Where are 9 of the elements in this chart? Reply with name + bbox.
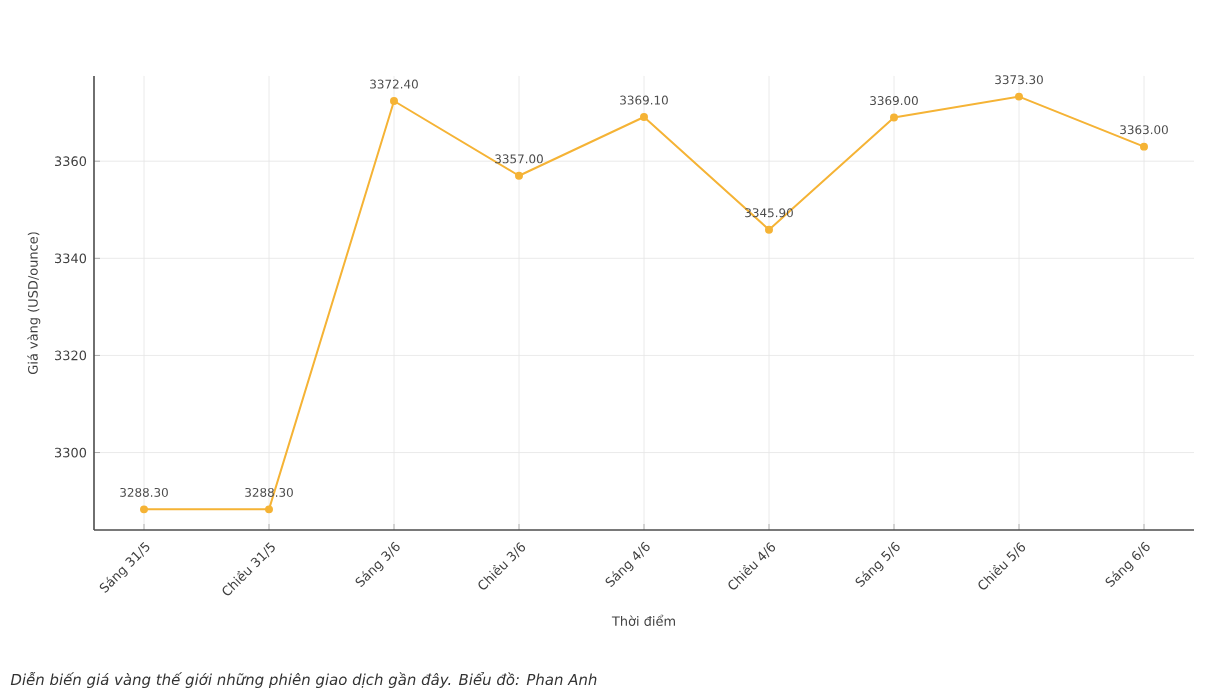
point xyxy=(640,113,648,121)
point xyxy=(1140,142,1148,151)
point xyxy=(515,171,523,180)
point xyxy=(140,505,148,514)
point xyxy=(265,505,273,514)
point xyxy=(390,96,398,105)
point xyxy=(1015,92,1023,101)
point xyxy=(765,225,773,234)
point xyxy=(890,113,898,122)
